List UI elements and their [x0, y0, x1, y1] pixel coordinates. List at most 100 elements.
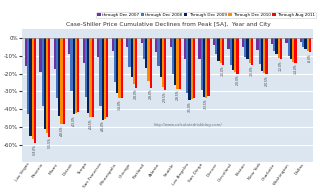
- Text: -8.0%: -8.0%: [308, 53, 312, 62]
- Bar: [42, 38, 44, 106]
- Bar: [32, 38, 34, 139]
- Bar: [85, 38, 87, 97]
- Bar: [184, 38, 186, 58]
- Bar: [149, 38, 152, 88]
- Bar: [60, 38, 63, 124]
- Bar: [118, 38, 121, 98]
- Bar: [83, 38, 85, 63]
- Bar: [294, 38, 297, 63]
- Bar: [100, 38, 102, 106]
- Text: -14.0%: -14.0%: [293, 64, 297, 74]
- Bar: [140, 38, 143, 43]
- Bar: [112, 38, 114, 52]
- Text: -55.5%: -55.5%: [47, 137, 52, 148]
- Text: -48.5%: -48.5%: [60, 125, 64, 136]
- Bar: [34, 38, 36, 143]
- Bar: [261, 38, 263, 71]
- Bar: [302, 38, 304, 47]
- Bar: [155, 38, 157, 52]
- Bar: [234, 38, 236, 72]
- Bar: [300, 38, 302, 42]
- Bar: [285, 38, 288, 43]
- Bar: [29, 38, 32, 136]
- Bar: [186, 38, 188, 93]
- Bar: [277, 38, 280, 58]
- Bar: [191, 38, 193, 99]
- Bar: [273, 38, 275, 51]
- Text: -35.0%: -35.0%: [188, 101, 192, 112]
- Bar: [244, 38, 246, 57]
- Text: -44.5%: -44.5%: [89, 118, 92, 129]
- Bar: [232, 38, 234, 70]
- Text: -34.0%: -34.0%: [117, 99, 122, 110]
- Bar: [102, 38, 104, 120]
- Bar: [309, 38, 311, 52]
- Bar: [133, 38, 135, 84]
- Bar: [87, 38, 89, 113]
- Bar: [25, 38, 27, 66]
- Bar: [201, 38, 203, 90]
- Bar: [207, 38, 210, 96]
- Title: Case-Shiller Price Cumulative Declines from Peak [SA],  Year and City: Case-Shiller Price Cumulative Declines f…: [66, 23, 270, 27]
- Bar: [263, 38, 265, 73]
- Text: -28.0%: -28.0%: [149, 89, 153, 99]
- Bar: [222, 38, 224, 65]
- Legend: through Dec 2007, through Dec 2008, Through Dec 2009, Through Dec 2010, Through : through Dec 2007, through Dec 2008, Thro…: [96, 12, 316, 19]
- Text: -15.0%: -15.0%: [250, 66, 254, 76]
- Bar: [307, 38, 309, 51]
- Text: -20.0%: -20.0%: [236, 74, 239, 85]
- Text: -15.0%: -15.0%: [221, 66, 225, 76]
- Bar: [89, 38, 92, 117]
- Bar: [48, 38, 51, 137]
- Text: -28.0%: -28.0%: [134, 89, 138, 99]
- Bar: [242, 38, 244, 47]
- Bar: [157, 38, 160, 66]
- Bar: [54, 38, 56, 69]
- Bar: [246, 38, 249, 59]
- Bar: [147, 38, 149, 81]
- Text: -33.5%: -33.5%: [204, 98, 208, 109]
- Bar: [145, 38, 147, 68]
- Bar: [188, 38, 191, 100]
- Bar: [179, 38, 181, 89]
- Bar: [176, 38, 179, 89]
- Bar: [143, 38, 145, 59]
- Bar: [97, 38, 100, 57]
- Bar: [259, 38, 261, 64]
- Bar: [228, 38, 230, 49]
- Bar: [126, 38, 128, 47]
- Bar: [77, 38, 79, 112]
- Bar: [58, 38, 60, 116]
- Bar: [236, 38, 239, 74]
- Bar: [104, 38, 106, 119]
- Text: -28.5%: -28.5%: [175, 90, 180, 100]
- Bar: [290, 38, 292, 59]
- Bar: [131, 38, 133, 77]
- Bar: [251, 38, 253, 65]
- Bar: [114, 38, 116, 82]
- Bar: [193, 38, 195, 97]
- Bar: [280, 38, 282, 59]
- Bar: [172, 38, 174, 74]
- Bar: [75, 38, 77, 113]
- Text: -46.0%: -46.0%: [101, 121, 105, 131]
- Bar: [174, 38, 176, 85]
- Text: -59.0%: -59.0%: [33, 144, 37, 155]
- Bar: [135, 38, 137, 88]
- Bar: [46, 38, 48, 133]
- Bar: [44, 38, 46, 129]
- Bar: [73, 38, 75, 114]
- Text: -12.0%: -12.0%: [279, 60, 283, 71]
- Bar: [230, 38, 232, 65]
- Bar: [292, 38, 294, 62]
- Bar: [288, 38, 290, 56]
- Text: -29.5%: -29.5%: [163, 91, 167, 102]
- Bar: [304, 38, 307, 49]
- Text: -20.5%: -20.5%: [264, 75, 268, 86]
- Bar: [271, 38, 273, 44]
- Bar: [162, 38, 164, 87]
- Bar: [68, 38, 70, 54]
- Bar: [63, 38, 65, 124]
- Bar: [265, 38, 268, 74]
- Bar: [198, 38, 201, 59]
